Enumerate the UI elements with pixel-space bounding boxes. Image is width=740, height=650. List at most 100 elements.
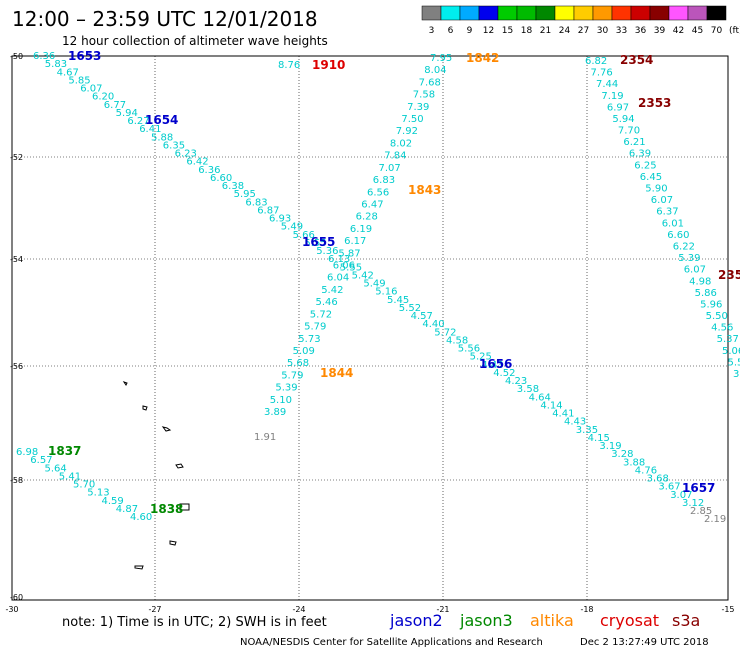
swh-value: 5.88 — [151, 132, 173, 143]
swh-values-layer: 6.365.834.675.856.076.206.775.946.276.41… — [16, 51, 740, 525]
swh-value: 4.43 — [481, 360, 503, 371]
swh-value: 5.72 — [310, 309, 332, 320]
swh-value: 7.68 — [419, 77, 441, 88]
pass-time-label: 1843 — [408, 183, 441, 197]
swh-value: 6.77 — [104, 100, 126, 111]
swh-value: 6.07 — [651, 195, 673, 206]
x-axis-label: -30 — [5, 605, 18, 614]
swh-value: 2.85 — [690, 506, 712, 517]
swh-value: 6.17 — [344, 236, 366, 247]
swh-value: 3.35 — [576, 425, 598, 436]
legend-unit: (ft) — [729, 26, 740, 36]
swh-value: 5.55 — [304, 238, 326, 249]
swh-value: 6.37 — [656, 207, 678, 218]
swh-value: 6.41 — [139, 124, 161, 135]
pass-time-label: 235 — [718, 268, 740, 282]
swh-value: 4.59 — [102, 496, 124, 507]
legend-swatch — [706, 5, 727, 21]
satellite-name: jason3 — [459, 611, 513, 630]
swh-value: 7.76 — [591, 68, 613, 79]
swh-value: 5.86 — [695, 288, 717, 299]
swh-value: 5.52 — [399, 303, 421, 314]
swh-value: 6.35 — [163, 140, 185, 151]
swh-value: 6.23 — [175, 149, 197, 160]
legend-swatch — [497, 5, 518, 21]
legend-label: 30 — [597, 26, 609, 36]
swh-value: 6.13 — [328, 254, 350, 265]
swh-value: 3.07 — [670, 490, 692, 501]
legend-swatch — [554, 5, 575, 21]
swh-value: 8.02 — [390, 138, 412, 149]
island — [142, 405, 148, 411]
pass-time-label: 1837 — [48, 444, 81, 458]
pass-time-label: 1654 — [145, 113, 178, 127]
swh-value: 5.56 — [458, 344, 480, 355]
legend-swatch — [535, 5, 556, 21]
legend-label: 36 — [635, 26, 647, 36]
legend-swatch — [630, 5, 651, 21]
swh-value: 5.10 — [270, 395, 292, 406]
swh-value: 8.04 — [424, 65, 446, 76]
island — [134, 565, 144, 570]
island — [175, 463, 184, 469]
swh-value: 4.56 — [711, 323, 733, 334]
swh-value: 4.15 — [588, 433, 610, 444]
swh-value: 3.67 — [658, 482, 680, 493]
swh-value: 5.42 — [321, 285, 343, 296]
swh-value: 6.60 — [667, 230, 689, 241]
legend-swatch — [516, 5, 537, 21]
legend-label: 15 — [502, 26, 513, 36]
swh-value: 4.23 — [505, 376, 527, 387]
swh-value: 5.87 — [338, 248, 360, 259]
pass-time-label: 1653 — [68, 49, 101, 63]
swh-value: 5.42 — [352, 270, 374, 281]
swh-value: 7.50 — [401, 114, 423, 125]
swh-value: 5.50 — [706, 311, 728, 322]
swh-value: 6.19 — [350, 224, 372, 235]
swh-value: 3.28 — [611, 449, 633, 460]
legend-label: 18 — [521, 26, 533, 36]
swh-value: 5.95 — [234, 189, 256, 200]
swh-value: 6.38 — [222, 181, 244, 192]
swh-value: 6.07 — [80, 84, 102, 95]
legend-label: 70 — [711, 26, 723, 36]
island — [169, 540, 177, 546]
swh-value: 6.01 — [662, 218, 684, 229]
plot-frame — [11, 55, 729, 601]
swh-value: 5.55 — [340, 262, 362, 273]
swh-value: 7.70 — [618, 126, 640, 137]
grid-lines — [12, 56, 728, 600]
swh-value: 4.43 — [564, 417, 586, 428]
swh-value: 3.68 — [647, 474, 669, 485]
swh-value: 4.52 — [493, 368, 515, 379]
swh-value: 5.79 — [281, 370, 303, 381]
satellite-name: s3a — [672, 611, 700, 630]
pass-time-label: 2354 — [620, 53, 653, 67]
swh-value: 5.45 — [387, 295, 409, 306]
swh-value: 5.09 — [293, 346, 315, 357]
legend-swatch — [687, 5, 708, 21]
swh-value: 6.83 — [373, 175, 395, 186]
swh-value: 1.91 — [254, 432, 276, 443]
x-axis-label: -18 — [580, 605, 593, 614]
swh-value: 6.93 — [269, 214, 291, 225]
footer-credit: NOAA/NESDIS Center for Satellite Applica… — [240, 637, 543, 648]
legend-swatch — [573, 5, 594, 21]
swh-value: 4.14 — [540, 401, 562, 412]
swh-value: 6.47 — [361, 200, 383, 211]
swh-value: 4.67 — [57, 67, 79, 78]
x-axis-label: -27 — [148, 605, 161, 614]
swh-value: 5.39 — [678, 253, 700, 264]
swh-value: 6.07 — [684, 265, 706, 276]
swh-value: 5.90 — [645, 184, 667, 195]
island — [179, 503, 190, 511]
swh-value: 5.41 — [59, 471, 81, 482]
swh-value: 5.70 — [73, 480, 95, 491]
swh-value: 6.42 — [186, 157, 208, 168]
swh-value: 6.82 — [585, 56, 607, 67]
swh-value: 5.64 — [45, 463, 67, 474]
pass-time-label: 1844 — [320, 366, 353, 380]
legend-swatch — [592, 5, 613, 21]
legend-label: 3 — [429, 26, 435, 36]
